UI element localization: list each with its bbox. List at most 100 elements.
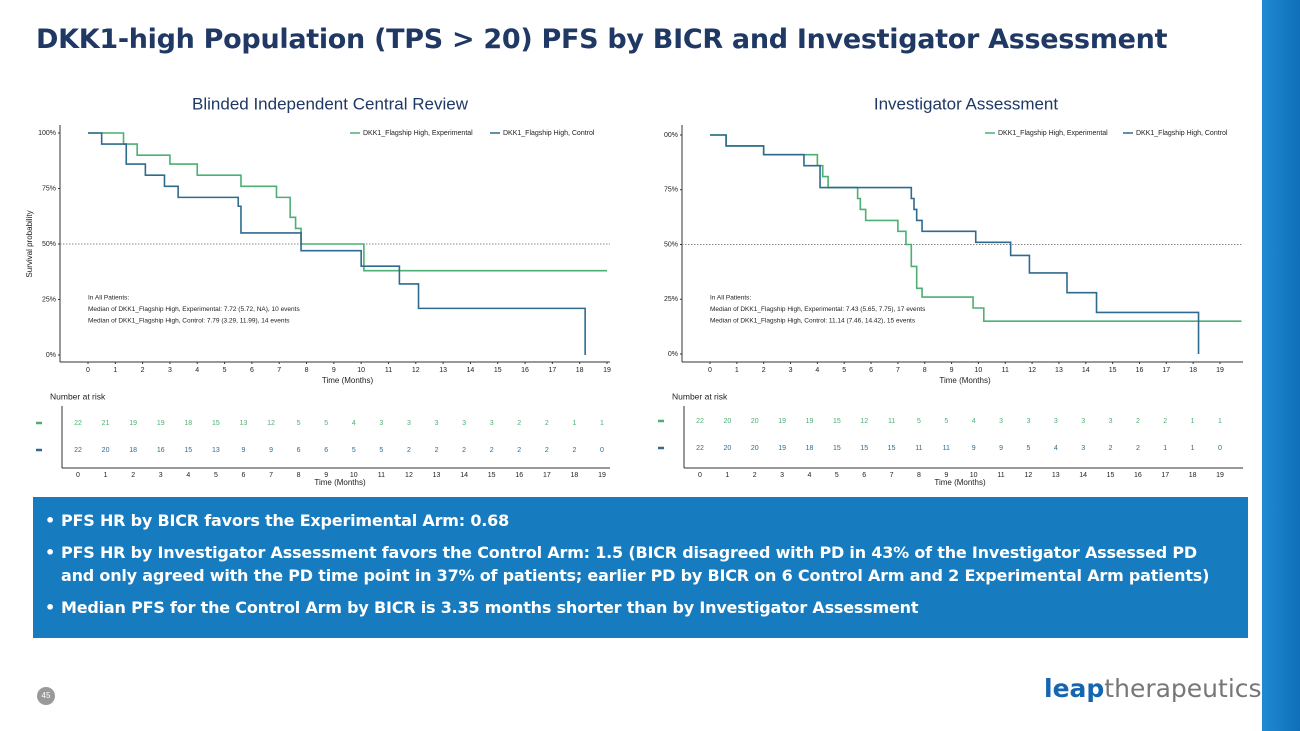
risk-x-tick-label: 2 [131, 472, 135, 479]
risk-count: 0 [1218, 445, 1222, 452]
x-tick-label: 5 [842, 367, 846, 374]
risk-count: 3 [435, 420, 439, 427]
x-tick-label: 2 [762, 367, 766, 374]
risk-count: 21 [102, 420, 110, 427]
risk-x-tick-label: 0 [76, 472, 80, 479]
x-tick-label: 4 [195, 367, 199, 374]
risk-count: 22 [696, 418, 704, 425]
risk-count: 19 [778, 445, 786, 452]
risk-count: 18 [129, 447, 137, 454]
x-tick-label: 11 [385, 367, 392, 374]
risk-x-tick-label: 11 [997, 472, 1004, 479]
x-tick-label: 3 [168, 367, 172, 374]
y-tick-label: 50% [42, 241, 56, 248]
risk-count: 19 [778, 418, 786, 425]
risk-x-tick-label: 13 [1052, 472, 1060, 479]
risk-count: 5 [944, 418, 948, 425]
risk-count: 20 [751, 445, 759, 452]
risk-x-tick-label: 17 [1161, 472, 1169, 479]
x-tick-label: 1 [735, 367, 739, 374]
logo-brand: leap [1044, 674, 1105, 703]
risk-count: 1 [600, 420, 604, 427]
risk-count: 9 [269, 447, 273, 454]
x-tick-label: 12 [412, 367, 420, 374]
risk-x-tick-label: 4 [808, 472, 812, 479]
annotation: Median of DKK1_Flagship High, Control: 1… [710, 318, 916, 325]
x-tick-label: 16 [1136, 367, 1144, 374]
x-axis-label: Time (Months) [939, 376, 991, 385]
x-tick-label: 7 [896, 367, 900, 374]
y-tick-label: 0% [46, 352, 56, 359]
risk-count: 4 [1054, 445, 1058, 452]
risk-count: 2 [1109, 445, 1113, 452]
x-tick-label: 13 [1055, 367, 1063, 374]
risk-count: 1 [1218, 418, 1222, 425]
x-tick-label: 0 [86, 367, 90, 374]
x-tick-label: 11 [1002, 367, 1009, 374]
x-tick-label: 17 [1162, 367, 1170, 374]
risk-x-tick-label: 5 [214, 472, 218, 479]
logo: leaptherapeutics [1044, 674, 1262, 703]
risk-x-tick-label: 9 [324, 472, 328, 479]
risk-x-tick-label: 19 [598, 472, 606, 479]
risk-count: 11 [888, 418, 895, 425]
x-tick-label: 17 [548, 367, 556, 374]
annotation: Median of DKK1_Flagship High, Control: 7… [88, 318, 290, 325]
risk-x-tick-label: 3 [159, 472, 163, 479]
risk-count: 22 [696, 445, 704, 452]
risk-x-tick-label: 18 [1189, 472, 1197, 479]
risk-count: 20 [751, 418, 759, 425]
risk-x-tick-label: 11 [378, 472, 385, 479]
survival-curve [710, 134, 1200, 354]
risk-count: 15 [833, 418, 841, 425]
risk-x-tick-label: 6 [862, 472, 866, 479]
x-tick-label: 9 [332, 367, 336, 374]
y-tick-label: 0% [668, 351, 678, 358]
risk-count: 2 [545, 447, 549, 454]
y-tick-label: 75% [42, 185, 56, 192]
x-tick-label: 12 [1028, 367, 1036, 374]
risk-count: 5 [324, 420, 328, 427]
risk-x-tick-label: 12 [1025, 472, 1033, 479]
risk-x-tick-label: 2 [753, 472, 757, 479]
risk-x-tick-label: 5 [835, 472, 839, 479]
x-tick-label: 18 [576, 367, 584, 374]
risk-x-tick-label: 17 [543, 472, 551, 479]
risk-count: 2 [490, 447, 494, 454]
x-tick-label: 1 [113, 367, 117, 374]
risk-count: 3 [1081, 445, 1085, 452]
risk-x-tick-label: 14 [1079, 472, 1087, 479]
risk-count: 15 [184, 447, 192, 454]
risk-x-tick-label: 7 [890, 472, 894, 479]
x-tick-label: 13 [439, 367, 447, 374]
risk-count: 2 [517, 420, 521, 427]
risk-count: 13 [212, 447, 220, 454]
risk-count: 3 [462, 420, 466, 427]
risk-count: 9 [999, 445, 1003, 452]
risk-count: 18 [806, 445, 814, 452]
logo-suffix: therapeutics [1104, 674, 1262, 703]
annotation: In All Patients: [88, 295, 129, 302]
slide-title: DKK1-high Population (TPS > 20) PFS by B… [36, 24, 1168, 55]
x-tick-label: 15 [494, 367, 502, 374]
y-tick-label: 100% [38, 130, 56, 137]
risk-x-tick-label: 15 [1107, 472, 1115, 479]
bullet: Median PFS for the Control Arm by BICR i… [45, 596, 1234, 619]
x-tick-label: 15 [1109, 367, 1117, 374]
risk-count: 2 [1163, 418, 1167, 425]
risk-count: 3 [1054, 418, 1058, 425]
page-number: 45 [37, 687, 55, 705]
risk-count: 9 [242, 447, 246, 454]
risk-x-tick-label: 18 [571, 472, 579, 479]
risk-count: 2 [462, 447, 466, 454]
risk-x-tick-label: 12 [405, 472, 413, 479]
risk-count: 11 [943, 445, 950, 452]
x-tick-label: 8 [305, 367, 309, 374]
risk-count: 12 [860, 418, 868, 425]
x-tick-label: 7 [277, 367, 281, 374]
risk-x-tick-label: 0 [698, 472, 702, 479]
x-tick-label: 2 [141, 367, 145, 374]
risk-x-tick-label: 1 [725, 472, 729, 479]
y-tick-label: 75% [664, 187, 678, 194]
risk-count: 15 [212, 420, 220, 427]
